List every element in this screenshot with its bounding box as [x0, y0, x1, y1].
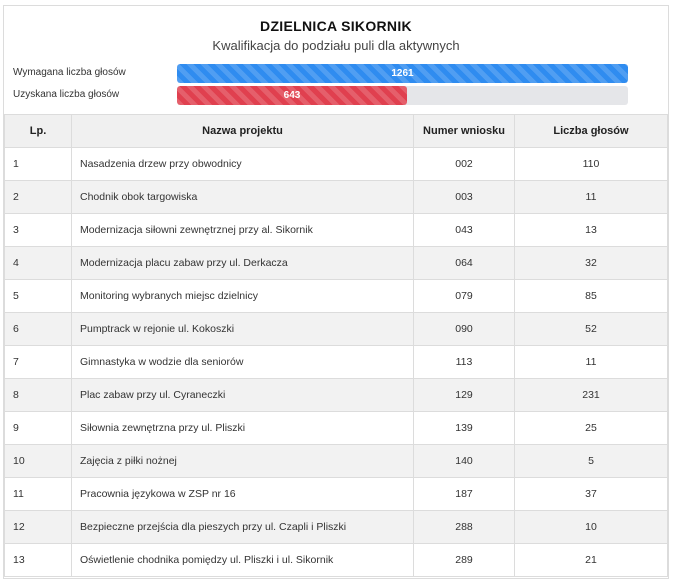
- cell-vote-count: 32: [514, 246, 668, 280]
- cell-vote-count: 110: [514, 147, 668, 181]
- cell-vote-count: 25: [514, 411, 668, 445]
- header-application-number: Numer wniosku: [413, 114, 515, 148]
- table-row: 1 Nasadzenia drzew przy obwodnicy 002 110: [4, 147, 668, 181]
- cell-application-number: 140: [413, 444, 515, 478]
- cell-lp: 5: [4, 279, 72, 313]
- page-subtitle: Kwalifikacja do podziału puli dla aktywn…: [212, 38, 460, 53]
- cell-project-name: Oświetlenie chodnika pomiędzy ul. Pliszk…: [71, 543, 414, 577]
- received-votes-value: 643: [283, 90, 301, 101]
- required-votes-label: Wymagana liczba głosów: [13, 67, 126, 78]
- cell-application-number: 139: [413, 411, 515, 445]
- table-row: 5 Monitoring wybranych miejsc dzielnicy 07…: [4, 279, 668, 313]
- cell-project-name: Modernizacja siłowni zewnętrznej przy al…: [71, 213, 414, 247]
- cell-lp: 7: [4, 345, 72, 379]
- cell-vote-count: 5: [514, 444, 668, 478]
- cell-lp: 1: [4, 147, 72, 181]
- cell-project-name: Plac zabaw przy ul. Cyraneczki: [71, 378, 414, 412]
- table-row: 13 Oświetlenie chodnika pomiędzy ul. Plis…: [4, 543, 668, 577]
- cell-application-number: 003: [413, 180, 515, 214]
- cell-vote-count: 13: [514, 213, 668, 247]
- page-title: DZIELNICA SIKORNIK: [260, 18, 412, 34]
- cell-lp: 10: [4, 444, 72, 478]
- header-vote-count: Liczba głosów: [514, 114, 668, 148]
- header-lp: Lp.: [4, 114, 72, 148]
- required-votes-value: 1261: [391, 68, 414, 79]
- cell-project-name: Bezpieczne przejścia dla pieszych przy u…: [71, 510, 414, 544]
- cell-lp: 12: [4, 510, 72, 544]
- cell-lp: 2: [4, 180, 72, 214]
- cell-vote-count: 85: [514, 279, 668, 313]
- projects-table: Lp. Nazwa projektu Numer wniosku Liczba …: [4, 114, 668, 577]
- cell-lp: 11: [4, 477, 72, 511]
- cell-application-number: 129: [413, 378, 515, 412]
- cell-project-name: Pumptrack w rejonie ul. Kokoszki: [71, 312, 414, 346]
- cell-application-number: 002: [413, 147, 515, 181]
- cell-project-name: Zajęcia z piłki nożnej: [71, 444, 414, 478]
- table-row: 12 Bezpieczne przejścia dla pieszych przy…: [4, 510, 668, 544]
- table-row: 3 Modernizacja siłowni zewnętrznej przy a…: [4, 213, 668, 247]
- table-row: 11 Pracownia językowa w ZSP nr 16 187 37: [4, 477, 668, 511]
- cell-vote-count: 52: [514, 312, 668, 346]
- table-row: 7 Gimnastyka w wodzie dla seniorów 113 11: [4, 345, 668, 379]
- cell-project-name: Nasadzenia drzew przy obwodnicy: [71, 147, 414, 181]
- cell-lp: 13: [4, 543, 72, 577]
- cell-vote-count: 10: [514, 510, 668, 544]
- cell-application-number: 187: [413, 477, 515, 511]
- cell-application-number: 113: [413, 345, 515, 379]
- table-row: 10 Zajęcia z piłki nożnej 140 5: [4, 444, 668, 478]
- cell-lp: 8: [4, 378, 72, 412]
- table-row: 9 Siłownia zewnętrzna przy ul. Pliszki 139…: [4, 411, 668, 445]
- cell-vote-count: 231: [514, 378, 668, 412]
- cell-lp: 9: [4, 411, 72, 445]
- cell-lp: 6: [4, 312, 72, 346]
- required-votes-bar: 1261: [177, 64, 628, 83]
- table-row: 8 Plac zabaw przy ul. Cyraneczki 129 231: [4, 378, 668, 412]
- cell-project-name: Siłownia zewnętrzna przy ul. Pliszki: [71, 411, 414, 445]
- cell-project-name: Monitoring wybranych miejsc dzielnicy: [71, 279, 414, 313]
- cell-vote-count: 21: [514, 543, 668, 577]
- cell-application-number: 090: [413, 312, 515, 346]
- received-votes-track: 643: [177, 86, 628, 105]
- required-votes-track: 1261: [177, 64, 628, 83]
- cell-application-number: 288: [413, 510, 515, 544]
- cell-application-number: 289: [413, 543, 515, 577]
- table-body: 1 Nasadzenia drzew przy obwodnicy 002 110 2 C…: [4, 147, 668, 577]
- cell-project-name: Modernizacja placu zabaw przy ul. Derkac…: [71, 246, 414, 280]
- table-header-row: Lp. Nazwa projektu Numer wniosku Liczba …: [4, 114, 668, 148]
- cell-project-name: Pracownia językowa w ZSP nr 16: [71, 477, 414, 511]
- header-project-name: Nazwa projektu: [71, 114, 414, 148]
- received-votes-bar: 643: [177, 86, 407, 105]
- cell-vote-count: 37: [514, 477, 668, 511]
- cell-application-number: 079: [413, 279, 515, 313]
- cell-lp: 4: [4, 246, 72, 280]
- table-row: 2 Chodnik obok targowiska 003 11: [4, 180, 668, 214]
- cell-project-name: Chodnik obok targowiska: [71, 180, 414, 214]
- cell-application-number: 043: [413, 213, 515, 247]
- cell-vote-count: 11: [514, 180, 668, 214]
- district-panel: DZIELNICA SIKORNIK Kwalifikacja do podzi…: [3, 5, 669, 579]
- received-votes-label: Uzyskana liczba głosów: [13, 89, 120, 100]
- cell-vote-count: 11: [514, 345, 668, 379]
- cell-lp: 3: [4, 213, 72, 247]
- table-row: 6 Pumptrack w rejonie ul. Kokoszki 090 52: [4, 312, 668, 346]
- cell-project-name: Gimnastyka w wodzie dla seniorów: [71, 345, 414, 379]
- table-row: 4 Modernizacja placu zabaw przy ul. Derka…: [4, 246, 668, 280]
- cell-application-number: 064: [413, 246, 515, 280]
